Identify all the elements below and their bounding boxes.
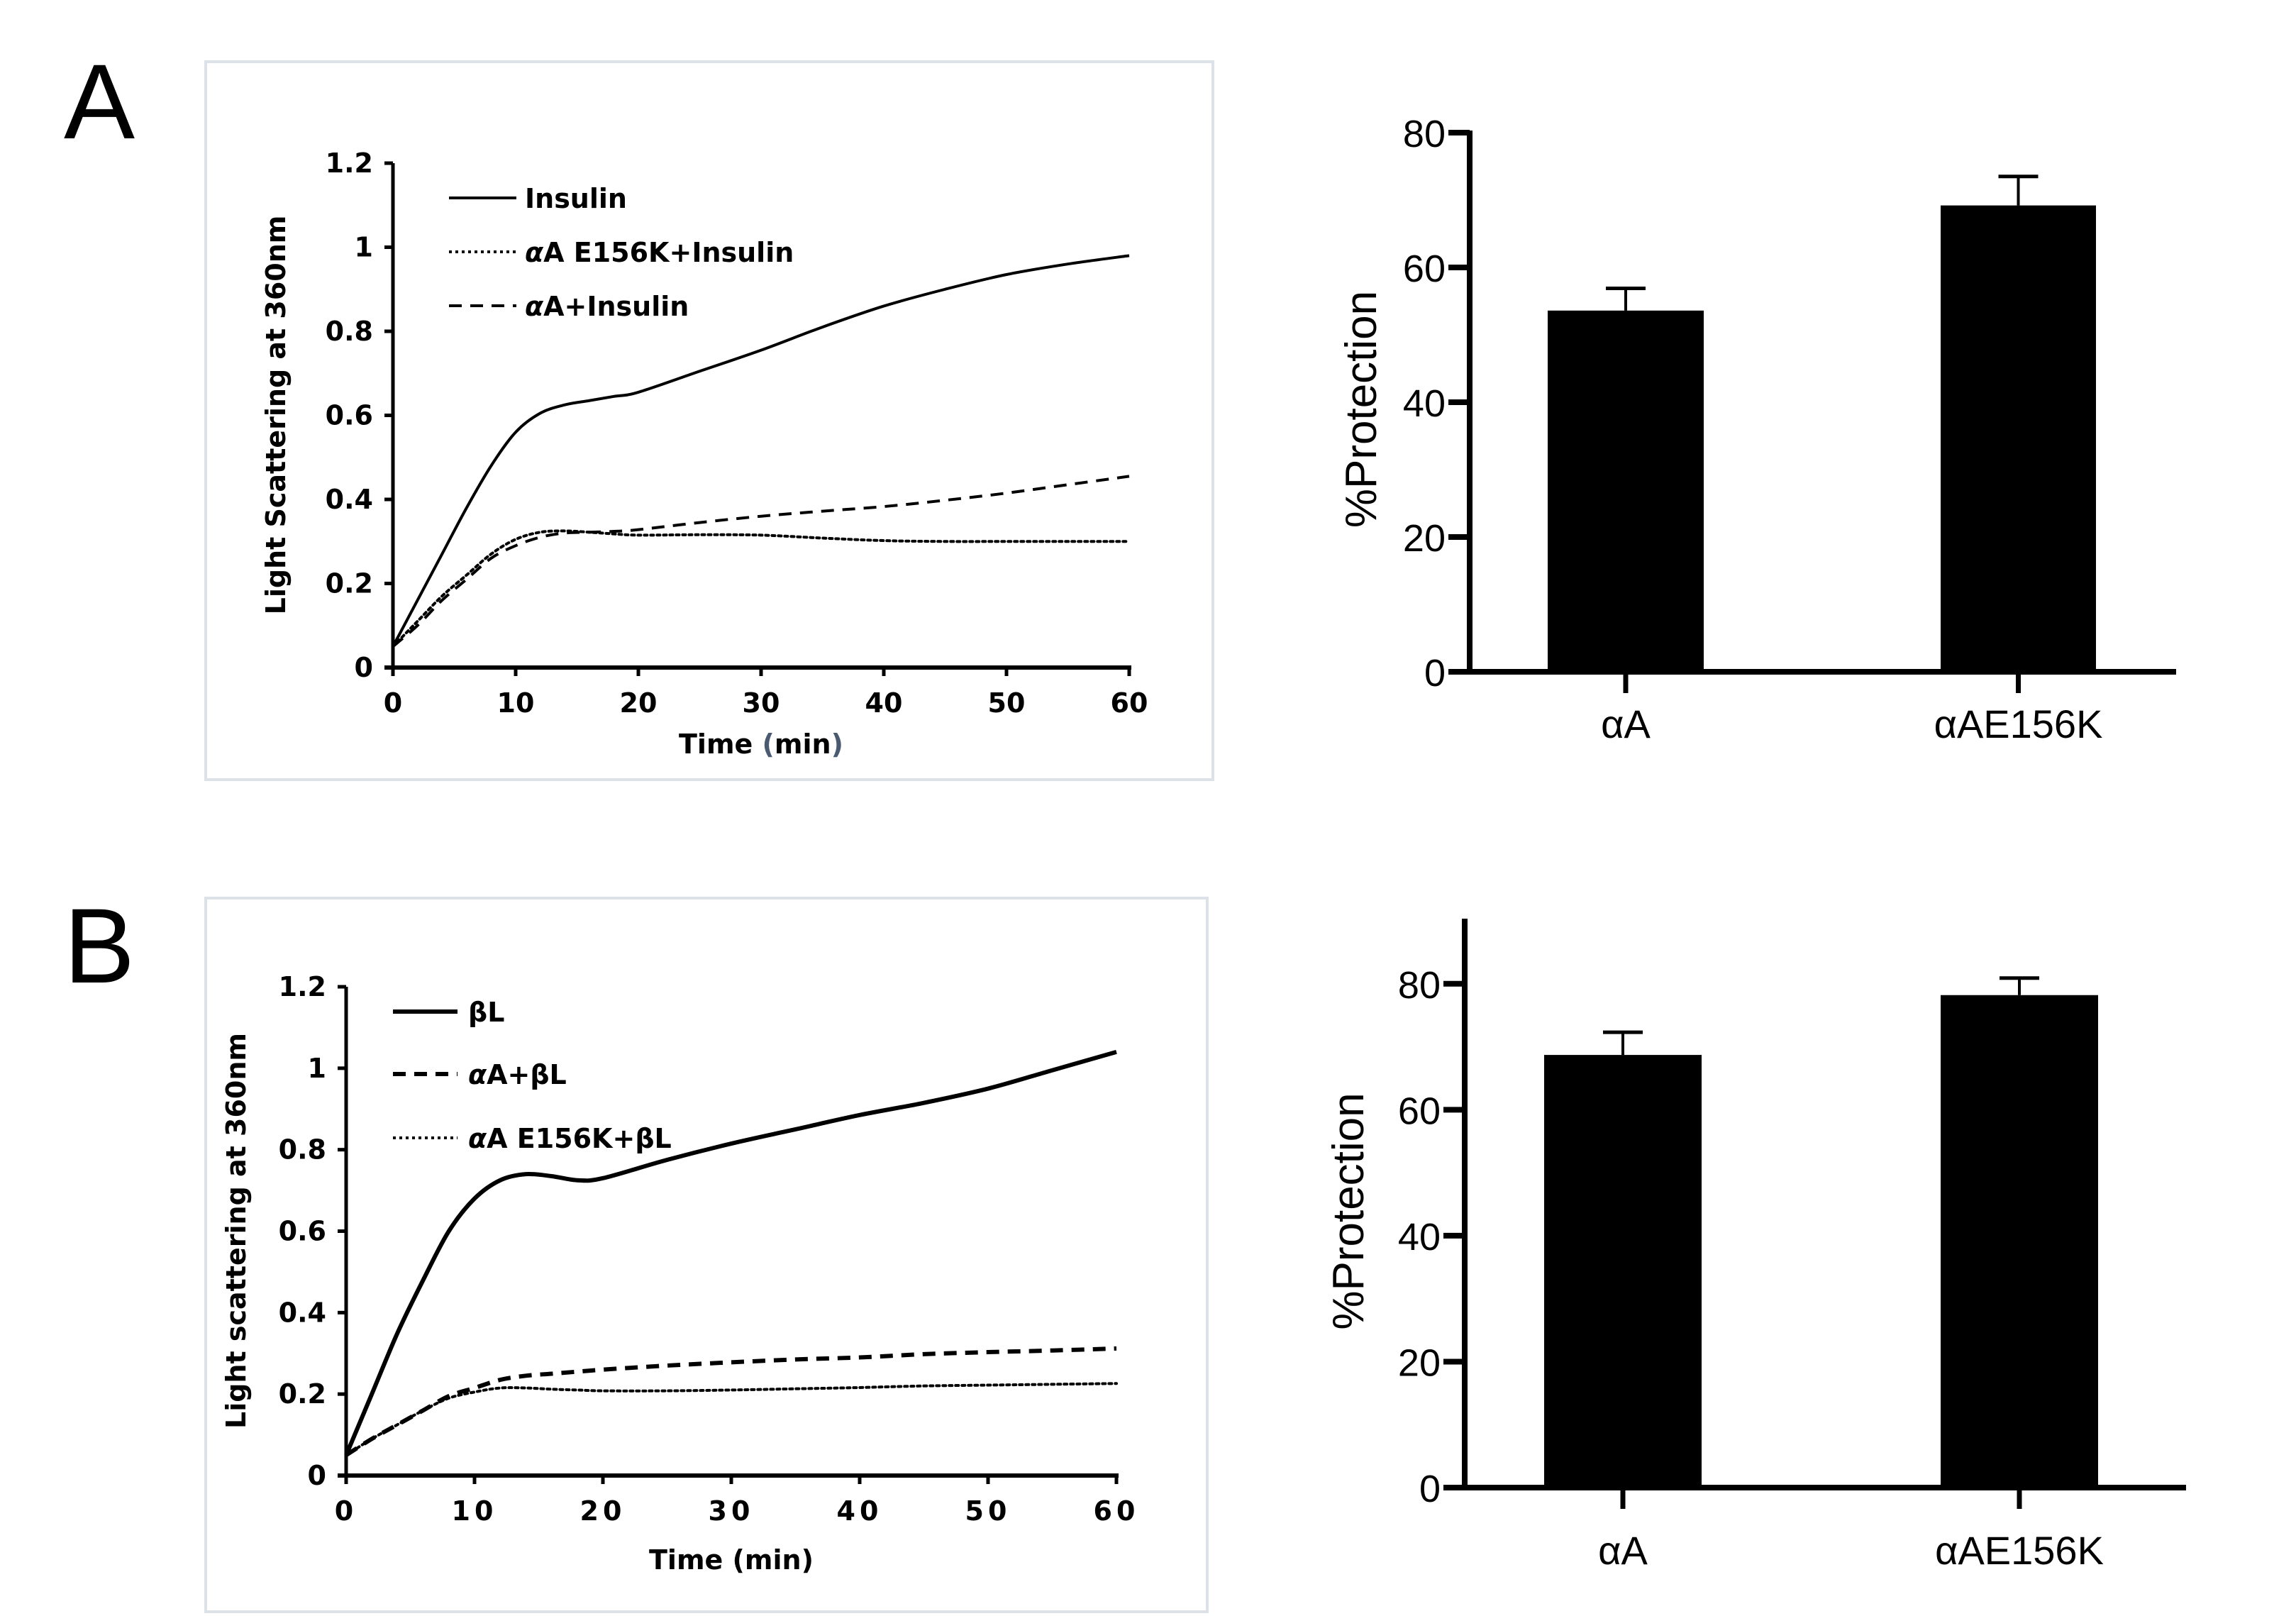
panel-label-b: B — [64, 886, 135, 1005]
x-tick-label: 40 — [865, 687, 903, 719]
y-axis-title: %Protection — [1337, 291, 1386, 528]
x-tick-label: 30 — [709, 1495, 755, 1527]
legend-label-insulin: Insulin — [525, 183, 627, 214]
x-tick-label: 0 — [335, 1495, 357, 1527]
y-tick-label: 1 — [308, 1053, 326, 1084]
x-tick-label: 10 — [497, 687, 535, 719]
legend-label-rest: A+Insulin — [543, 291, 689, 322]
y-tick-label: 60 — [1398, 1090, 1441, 1132]
y-tick-label: 0 — [1419, 1468, 1441, 1510]
y-tick-label: 20 — [1403, 517, 1446, 560]
series-line--a-e156k-l — [345, 1382, 1118, 1457]
x-axis-title-part: ( — [762, 729, 775, 760]
bar-alphaA-E156K — [1941, 995, 2098, 1488]
legend-alpha: α — [525, 237, 544, 268]
category-label: αA — [1601, 702, 1651, 746]
y-tick-label: 20 — [1398, 1341, 1441, 1384]
panel-a-line-chart: 0 0.2 0.4 0.6 0.8 1 1.2 0 10 20 30 40 50 60 Light Scat… — [260, 148, 1148, 760]
x-axis-title-part: Time — [679, 729, 762, 760]
panel-a-bar-chart: 0 20 40 60 80 %Protection αA αAE156K — [1337, 113, 2176, 746]
legend-label--a-e156k-insulin: αA E156K+Insulin — [525, 237, 794, 268]
category-label: αAE156K — [1935, 1528, 2104, 1573]
series-line--a-e156k-insulin — [392, 529, 1131, 648]
x-tick-label: 50 — [988, 687, 1026, 719]
panel-b-line-chart: 0 0.2 0.4 0.6 0.8 1 1.2 0 10 20 30 40 50 60 Light scat… — [221, 971, 1140, 1576]
panel-a-line-frame — [204, 60, 1214, 781]
panel-label-a: A — [64, 42, 135, 161]
x-axis-title-part: min — [775, 729, 831, 760]
legend-alpha: α — [468, 1059, 487, 1090]
y-tick-label: 40 — [1398, 1216, 1441, 1258]
x-tick-label: 10 — [452, 1495, 498, 1527]
category-label: αA — [1598, 1528, 1648, 1573]
legend-label--a-insulin: αA+Insulin — [525, 291, 689, 322]
bar-alphaA — [1548, 310, 1704, 672]
y-tick-label: 0.4 — [279, 1297, 326, 1328]
y-tick-label: 0.6 — [326, 400, 373, 431]
y-tick-label: 60 — [1403, 248, 1446, 290]
legend-label--a-l: αA+βL — [468, 1059, 567, 1090]
x-axis-title: Time (min) — [679, 729, 843, 760]
y-tick-label: 80 — [1403, 113, 1446, 155]
y-tick-label: 0 — [355, 652, 373, 683]
y-tick-label: 0.2 — [326, 568, 373, 599]
bar-alphaA — [1544, 1055, 1702, 1488]
x-tick-label: 0 — [384, 687, 402, 719]
y-axis-title: Light Scattering at 360nm — [260, 216, 292, 615]
x-tick-label: 20 — [580, 1495, 626, 1527]
legend-alpha: α — [525, 291, 544, 322]
y-tick-label: 0.8 — [279, 1134, 326, 1166]
y-tick-label: 40 — [1403, 382, 1446, 425]
legend-label-rest: A E156K+βL — [487, 1123, 672, 1154]
category-label: αAE156K — [1934, 702, 2103, 746]
x-tick-label: 60 — [1094, 1495, 1140, 1527]
legend-alpha: α — [468, 1123, 487, 1154]
y-tick-label: 1.2 — [279, 971, 326, 1002]
y-tick-label: 80 — [1398, 964, 1441, 1007]
panel-b-bar-chart: 0 20 40 60 80 %Protection αA αAE156K — [1324, 919, 2186, 1573]
y-axis-title: %Protection — [1324, 1092, 1373, 1329]
x-tick-label: 20 — [620, 687, 658, 719]
y-tick-label: 0 — [1424, 652, 1446, 694]
x-tick-label: 60 — [1111, 687, 1148, 719]
legend-label--l: βL — [468, 997, 504, 1028]
y-tick-label: 0.8 — [326, 316, 373, 347]
legend-label-rest: A E156K+Insulin — [543, 237, 794, 268]
x-axis-title: Time (min) — [649, 1544, 814, 1576]
y-tick-label: 0.6 — [279, 1216, 326, 1247]
bar-alphaA-E156K — [1941, 205, 2096, 673]
series-line--a-insulin — [392, 475, 1130, 648]
legend-label--a-e156k-l: αA E156K+βL — [468, 1123, 672, 1154]
x-tick-label: 40 — [837, 1495, 883, 1527]
series-line-insulin — [392, 254, 1130, 648]
panel-b-line-frame — [204, 897, 1209, 1613]
y-tick-label: 0 — [308, 1460, 326, 1491]
y-tick-label: 1 — [355, 232, 373, 263]
x-tick-label: 30 — [743, 687, 780, 719]
y-tick-label: 1.2 — [326, 148, 373, 179]
legend-label-rest: A+βL — [487, 1059, 567, 1090]
x-axis-title-part: ) — [831, 729, 843, 760]
x-tick-label: 50 — [965, 1495, 1011, 1527]
y-axis-title: Light scattering at 360nm — [221, 1033, 252, 1429]
series-line--l — [344, 1049, 1117, 1456]
y-tick-label: 0.4 — [326, 484, 373, 515]
y-tick-label: 0.2 — [279, 1378, 326, 1410]
